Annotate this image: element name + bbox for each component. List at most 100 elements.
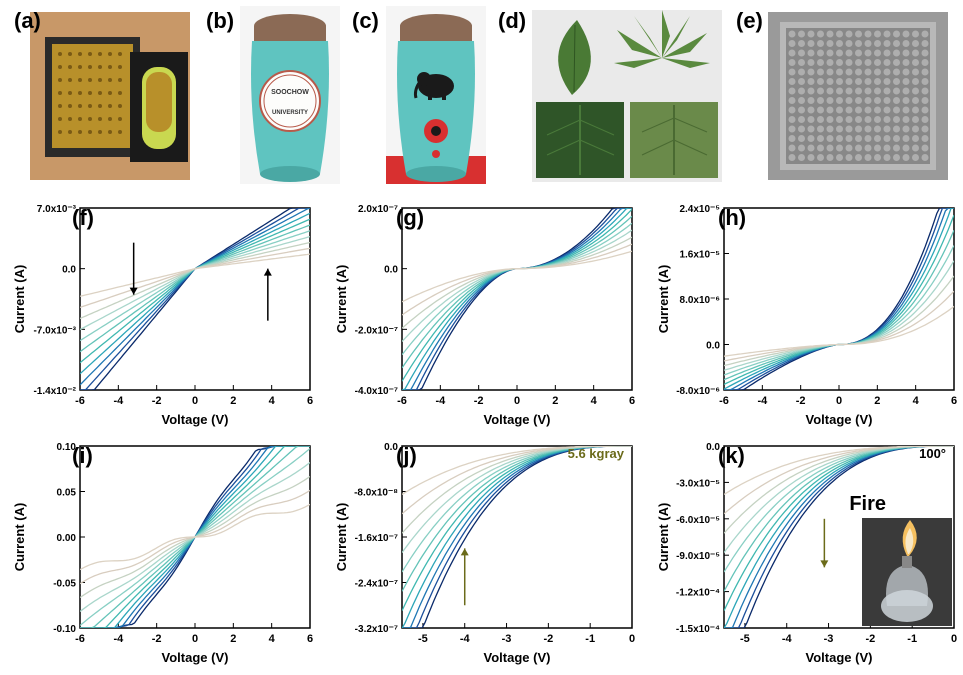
svg-text:4: 4 [269,395,276,407]
svg-text:-2: -2 [474,395,484,407]
label-f: (f) [72,205,94,231]
label-g: (g) [396,205,424,231]
svg-text:Voltage (V): Voltage (V) [806,650,873,665]
svg-text:Current (A): Current (A) [656,503,671,572]
svg-text:-2: -2 [152,633,162,645]
svg-text:-8.0x10⁻⁶: -8.0x10⁻⁶ [676,386,720,397]
svg-text:-1.5x10⁻⁴: -1.5x10⁻⁴ [676,624,720,635]
svg-text:4: 4 [913,395,920,407]
figure-root: (a) (b) [0,0,963,675]
svg-text:-2.4x10⁻⁷: -2.4x10⁻⁷ [355,579,398,590]
photo-b: SOOCHOW UNIVERSITY [240,6,340,184]
label-h: (h) [718,205,746,231]
svg-text:-3.0x10⁻⁵: -3.0x10⁻⁵ [676,478,720,489]
svg-text:0.05: 0.05 [57,488,77,499]
photo-c [386,6,486,184]
svg-text:0: 0 [192,395,198,407]
label-k: (k) [718,443,745,469]
svg-text:6: 6 [307,395,313,407]
svg-text:0.00: 0.00 [57,533,77,544]
chart-k: (k) 100° Fire -5 -4 -3 -2 -1 0 -1.5x10⁻⁴ -1.2x1… [656,438,963,668]
svg-text:-7.0x10⁻³: -7.0x10⁻³ [33,325,76,336]
chart-h: (h) -6 -4 -2 0 2 4 6 -8.0x10⁻⁶ 0.0 8.0x10⁻⁶ 1.6x10… [656,200,963,430]
chart-f: (f) -6 -4 -2 0 2 4 6 -1.4x10⁻² -7.0x10⁻³ 0.0 7.0x1… [12,200,320,430]
svg-text:0: 0 [836,395,842,407]
svg-text:-6: -6 [75,633,85,645]
svg-text:0.0: 0.0 [62,265,76,276]
svg-text:-8.0x10⁻⁸: -8.0x10⁻⁸ [354,488,398,499]
svg-text:2: 2 [230,633,236,645]
svg-text:4: 4 [269,633,276,645]
label-c: (c) [352,8,379,34]
svg-text:-1.2x10⁻⁴: -1.2x10⁻⁴ [676,588,720,599]
svg-text:-2: -2 [152,395,162,407]
svg-text:7.0x10⁻³: 7.0x10⁻³ [37,204,77,215]
svg-text:-5: -5 [418,633,428,645]
svg-text:-5: -5 [740,633,750,645]
svg-text:0: 0 [629,633,635,645]
svg-text:-6: -6 [75,395,85,407]
svg-text:-6: -6 [397,395,407,407]
label-i: (i) [72,443,93,469]
svg-text:2: 2 [874,395,880,407]
svg-text:Voltage (V): Voltage (V) [484,412,551,427]
svg-text:-2: -2 [796,395,806,407]
svg-text:-2.0x10⁻⁷: -2.0x10⁻⁷ [355,325,398,336]
annotation-k-fire: Fire [849,493,886,516]
svg-text:0: 0 [514,395,520,407]
svg-text:6: 6 [307,633,313,645]
svg-text:-4: -4 [782,633,793,645]
annotation-k-temp: 100° [919,446,946,461]
svg-text:0: 0 [951,633,957,645]
svg-text:1.6x10⁻⁵: 1.6x10⁻⁵ [679,250,720,261]
svg-text:-9.0x10⁻⁵: -9.0x10⁻⁵ [676,551,720,562]
svg-text:Current (A): Current (A) [334,265,349,334]
svg-text:-4: -4 [757,395,768,407]
svg-text:-3: -3 [824,633,834,645]
svg-text:8.0x10⁻⁶: 8.0x10⁻⁶ [680,295,720,306]
svg-text:-3.2x10⁻⁷: -3.2x10⁻⁷ [355,624,398,635]
svg-text:-4: -4 [435,395,446,407]
svg-text:2: 2 [230,395,236,407]
svg-text:-1: -1 [585,633,595,645]
svg-text:0.0: 0.0 [384,265,398,276]
svg-text:2.4x10⁻⁵: 2.4x10⁻⁵ [679,204,720,215]
svg-text:-0.05: -0.05 [53,579,76,590]
svg-text:0.0: 0.0 [706,341,720,352]
annotation-j: 5.6 kgray [568,446,624,461]
svg-text:Voltage (V): Voltage (V) [162,650,229,665]
svg-text:-2: -2 [865,633,875,645]
svg-text:2: 2 [552,395,558,407]
svg-text:Current (A): Current (A) [656,265,671,334]
svg-text:Voltage (V): Voltage (V) [806,412,873,427]
svg-text:Current (A): Current (A) [334,503,349,572]
photo-d [532,10,722,182]
svg-text:-0.10: -0.10 [53,624,76,635]
label-j: (j) [396,443,417,469]
logo-text-bot: UNIVERSITY [272,110,308,116]
svg-text:-1.6x10⁻⁷: -1.6x10⁻⁷ [355,533,398,544]
svg-text:-3: -3 [502,633,512,645]
svg-text:-6: -6 [719,395,729,407]
svg-text:6: 6 [629,395,635,407]
svg-text:-1.4x10⁻²: -1.4x10⁻² [33,386,76,397]
svg-text:Voltage (V): Voltage (V) [162,412,229,427]
svg-text:Current (A): Current (A) [12,265,27,334]
svg-text:-2: -2 [543,633,553,645]
svg-text:Current (A): Current (A) [12,503,27,572]
label-a: (a) [14,8,41,34]
chart-j: (j) 5.6 kgray -5 -4 -3 -2 -1 0 -3.2x10⁻⁷ -2.4x1… [334,438,642,668]
svg-text:-4: -4 [460,633,471,645]
svg-text:-4.0x10⁻⁷: -4.0x10⁻⁷ [355,386,398,397]
svg-text:-1: -1 [907,633,917,645]
photo-e [768,12,948,180]
svg-text:0: 0 [192,633,198,645]
svg-text:4: 4 [591,395,598,407]
svg-text:-4: -4 [113,395,124,407]
svg-text:Voltage (V): Voltage (V) [484,650,551,665]
label-b: (b) [206,8,234,34]
svg-text:2.0x10⁻⁷: 2.0x10⁻⁷ [358,204,398,215]
svg-text:6: 6 [951,395,957,407]
svg-text:-4: -4 [113,633,124,645]
svg-text:-6.0x10⁻⁵: -6.0x10⁻⁵ [676,515,720,526]
